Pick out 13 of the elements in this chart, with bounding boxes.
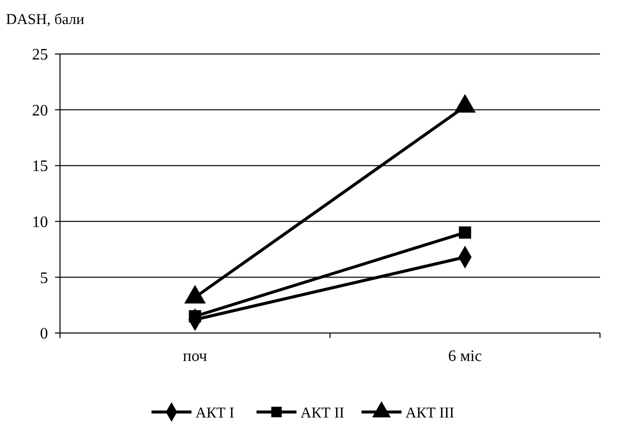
legend-label: АКТ ІІ <box>300 405 344 422</box>
y-axis-title: DASH, бали <box>6 12 84 28</box>
y-tick-label: 10 <box>32 214 48 231</box>
x-tick-label: поч <box>182 348 208 365</box>
y-tick-label: 25 <box>32 46 48 64</box>
x-tick-label: 6 міс <box>448 348 482 365</box>
y-tick-label: 0 <box>40 326 48 343</box>
legend-label: АКТ ІІІ <box>406 405 454 422</box>
point <box>458 226 472 239</box>
y-tick-label: 20 <box>32 102 48 120</box>
y-tick-label: 5 <box>40 270 48 287</box>
y-tick-label: 15 <box>32 158 48 176</box>
legend-label: АКТ І <box>196 405 234 422</box>
